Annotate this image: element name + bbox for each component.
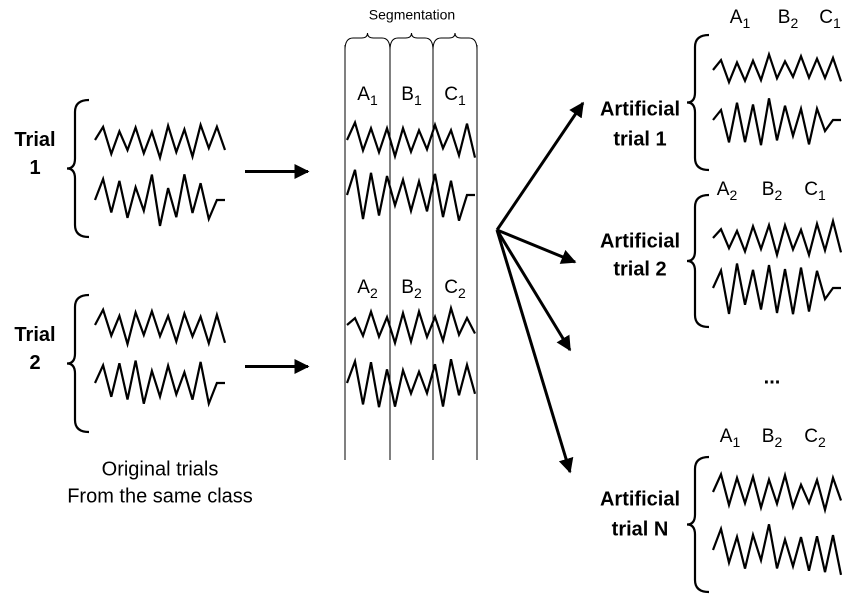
segment-letter: B	[401, 84, 414, 105]
segment-subscript: 2	[729, 187, 737, 203]
trial-label: Trial	[14, 129, 55, 151]
arrow	[495, 229, 574, 474]
trial-label: 2	[29, 352, 40, 374]
segment-label: B2	[778, 7, 799, 31]
segment-subscript: 1	[833, 15, 841, 31]
segment-letter: C	[819, 7, 833, 28]
waveform	[93, 174, 225, 227]
segment-label: A1	[730, 7, 751, 31]
arrow	[496, 228, 577, 264]
segment-label: C2	[444, 277, 466, 301]
segment-subscript: 1	[818, 187, 826, 203]
segment-letter: C	[804, 426, 818, 447]
segment-letter: C	[444, 84, 458, 105]
segment-letter: A	[720, 426, 733, 447]
segment-subscript: 1	[370, 92, 378, 108]
artificial-label: Artificial	[600, 230, 680, 252]
artificial-label: trial N	[612, 518, 669, 540]
waveform	[711, 524, 843, 576]
segment-label: B2	[762, 179, 783, 203]
waveform	[711, 263, 841, 315]
brace	[686, 193, 710, 329]
segment-label: A2	[357, 277, 378, 301]
segment-label: B1	[401, 84, 422, 108]
caption: Original trials	[102, 458, 219, 480]
segment-letter: C	[804, 179, 818, 200]
segment-letter: B	[762, 426, 775, 447]
segment-letter: C	[444, 277, 458, 298]
segment-label: A1	[357, 84, 378, 108]
segment-letter: A	[730, 7, 743, 28]
segment-label: C2	[804, 426, 826, 450]
segment-label: C1	[804, 179, 826, 203]
trial-label: Trial	[14, 324, 55, 346]
segment-letter: A	[357, 84, 370, 105]
waveform	[94, 306, 227, 349]
waveform	[345, 357, 477, 408]
waveform	[711, 471, 843, 515]
segment-letter: A	[357, 277, 370, 298]
segment-subscript: 2	[790, 15, 798, 31]
arrow	[495, 101, 585, 231]
waveform	[345, 119, 477, 161]
caption: From the same class	[67, 485, 253, 507]
segment-label: C1	[444, 84, 466, 108]
segment-subscript: 1	[458, 92, 466, 108]
layer: Trial 1 Trial 2 Original trials From the same…	[14, 7, 843, 594]
trial-label: 1	[29, 157, 40, 179]
waveform	[712, 50, 843, 86]
segment-label: A2	[717, 179, 738, 203]
segment-subscript: 1	[414, 92, 422, 108]
segment-subscript: 2	[774, 187, 782, 203]
segmentation-title: Segmentation	[369, 7, 455, 23]
ellipsis: ...	[764, 366, 781, 388]
artificial-label: trial 1	[613, 128, 666, 150]
brace	[66, 98, 90, 239]
arrow	[495, 229, 572, 352]
segment-brace	[344, 32, 391, 51]
segment-subscript: 2	[458, 285, 466, 301]
segment-letter: B	[401, 277, 414, 298]
segment-label: B2	[762, 426, 783, 450]
waveform	[712, 98, 841, 146]
segment-brace	[432, 32, 478, 51]
segment-letter: B	[762, 179, 775, 200]
segment-subscript: 2	[774, 434, 782, 450]
brace	[66, 293, 90, 434]
artificial-label: Artificial	[600, 488, 680, 510]
waveform	[93, 360, 225, 408]
brace	[686, 33, 710, 172]
segment-subscript: 1	[742, 15, 750, 31]
segment-subscript: 2	[818, 434, 826, 450]
segment-subscript: 1	[732, 434, 740, 450]
waveform	[712, 216, 843, 260]
segment-letter: B	[778, 7, 791, 28]
artificial-label: trial 2	[613, 258, 666, 280]
segment-label: A1	[720, 426, 741, 450]
segment-label: B2	[401, 277, 422, 301]
segment-brace	[389, 32, 434, 51]
waveform	[345, 169, 475, 222]
waveform	[346, 304, 476, 347]
waveform	[94, 121, 227, 162]
segment-letter: A	[717, 179, 730, 200]
artificial-label: Artificial	[600, 98, 680, 120]
brace	[686, 455, 710, 594]
segment-subscript: 2	[370, 285, 378, 301]
segment-subscript: 2	[414, 285, 422, 301]
segment-label: C1	[819, 7, 841, 31]
